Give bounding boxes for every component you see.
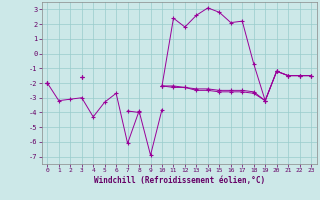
X-axis label: Windchill (Refroidissement éolien,°C): Windchill (Refroidissement éolien,°C) bbox=[94, 176, 265, 185]
